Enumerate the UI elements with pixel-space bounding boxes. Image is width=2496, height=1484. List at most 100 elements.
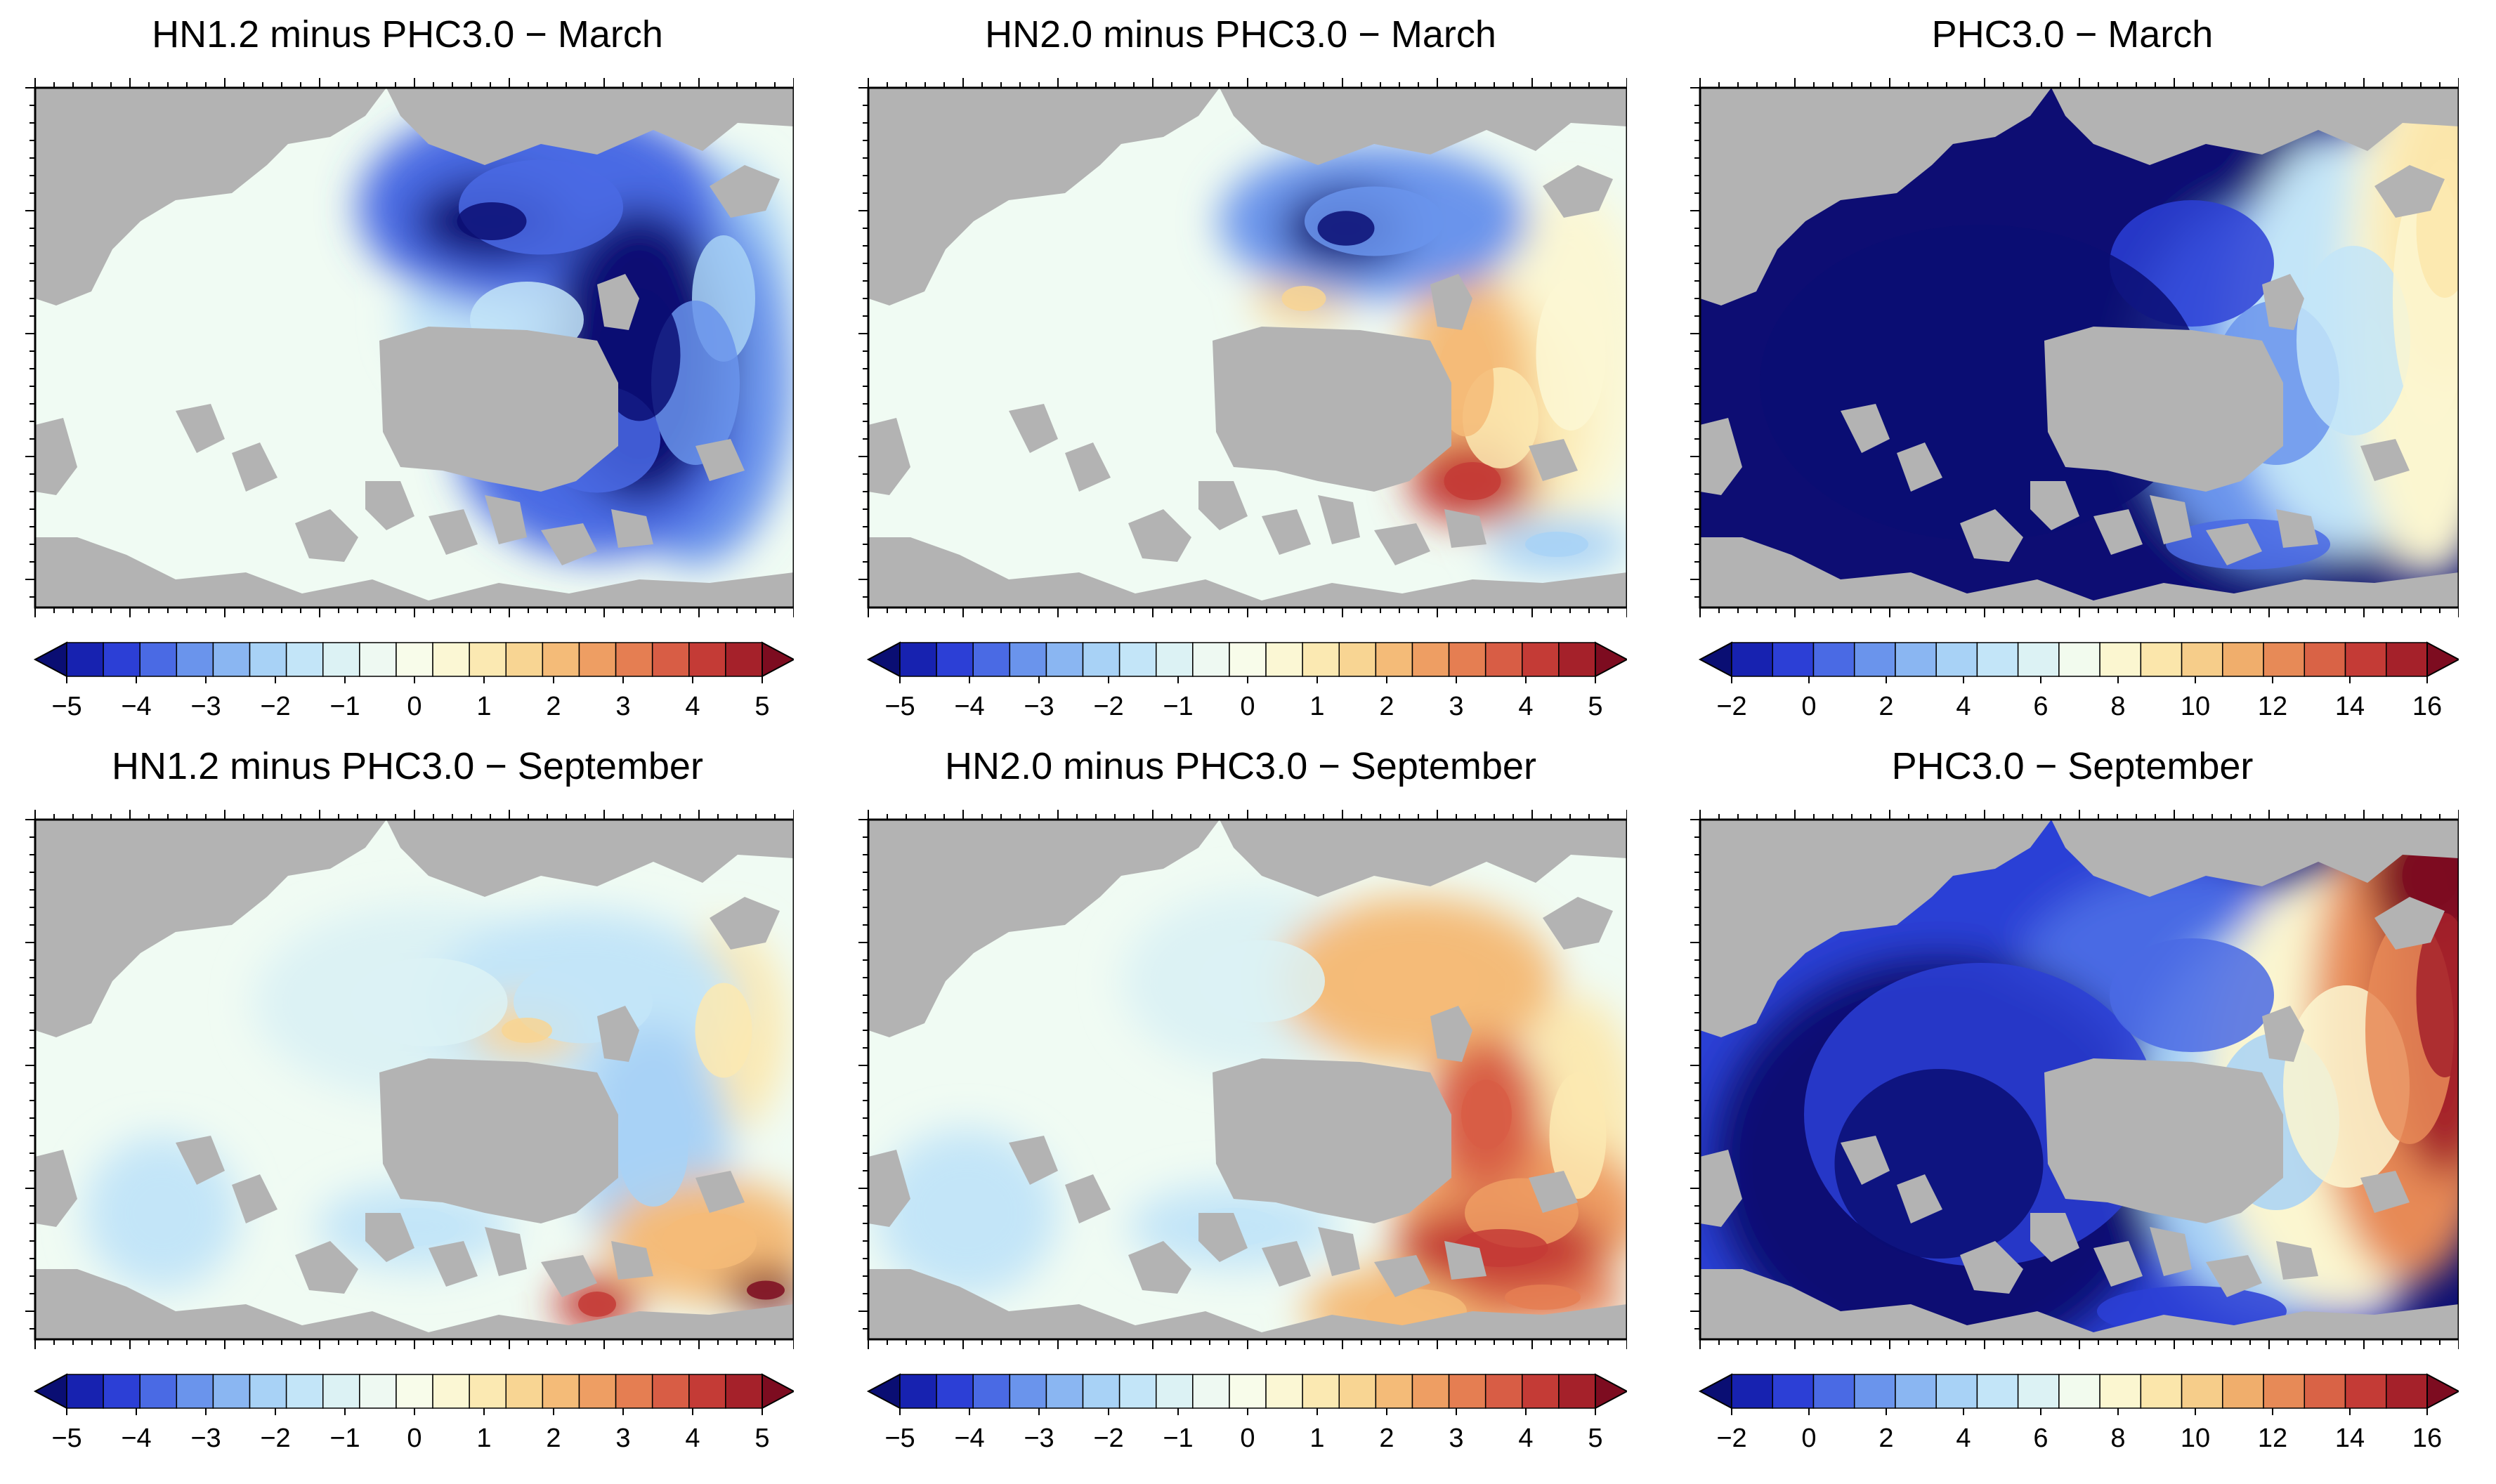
colorbar-box — [432, 1374, 470, 1409]
colorbar-box — [1976, 1374, 2019, 1409]
colorbar-box — [2386, 642, 2428, 677]
colorbar-arrow-high — [1595, 1373, 1627, 1410]
colorbar-tick-label: −2 — [260, 692, 290, 716]
map-area — [858, 78, 1627, 617]
colorbar-box — [285, 642, 324, 677]
colorbar: −2 0 2 4 6 8 10 12 14 16 — [1698, 1373, 2459, 1448]
colorbar-box — [1976, 642, 2019, 677]
land-polygon — [1960, 509, 2023, 562]
land-polygon — [868, 1150, 910, 1227]
colorbar-box — [1812, 642, 1855, 677]
colorbar-box — [2222, 642, 2264, 677]
colorbar-box — [578, 1374, 617, 1409]
land-polygon — [2093, 509, 2143, 555]
colorbar-box — [2263, 642, 2306, 677]
colorbar-box — [936, 642, 974, 677]
colorbar-tick-label: −2 — [260, 1424, 290, 1448]
colorbar-box — [542, 1374, 580, 1409]
land-polygon — [35, 418, 77, 495]
land-polygon — [176, 404, 225, 453]
colorbar-box — [1338, 1374, 1377, 1409]
land-polygon — [1444, 1241, 1487, 1280]
colorbar-box — [1448, 642, 1487, 677]
colorbar-box — [1853, 1374, 1896, 1409]
land-polygon — [35, 537, 794, 608]
colorbar-box — [396, 642, 433, 677]
land-polygon — [1220, 820, 1627, 897]
anomaly-core — [662, 1212, 757, 1270]
land-polygon — [1262, 509, 1311, 555]
colorbar-tick-label: −2 — [1093, 692, 1123, 716]
colorbar-tick-label: −2 — [1093, 1424, 1123, 1448]
land-polygon — [1128, 1241, 1191, 1294]
land-polygon — [176, 1136, 225, 1185]
colorbar-box — [1411, 1374, 1450, 1409]
anomaly-core — [126, 1178, 197, 1248]
anomaly-core — [2110, 938, 2274, 1052]
colorbar-tick-label: −1 — [1163, 692, 1193, 716]
land-polygon — [1841, 404, 1890, 453]
land-polygon — [1700, 537, 2459, 608]
land-polygon — [232, 442, 277, 492]
land-polygon — [1543, 897, 1613, 950]
colorbar-tick-label: −1 — [329, 1424, 360, 1448]
colorbar: −5 −4 −3 −2 −1 0 1 2 3 4 5 — [866, 641, 1627, 716]
land-polygon — [2374, 165, 2445, 218]
map-field — [35, 820, 794, 1339]
land-polygon — [2276, 1241, 2318, 1280]
land-polygon — [2360, 1171, 2410, 1213]
colorbar: −5 −4 −3 −2 −1 0 1 2 3 4 5 — [866, 1373, 1627, 1448]
colorbar-box — [1082, 1374, 1120, 1409]
anomaly-core — [2416, 913, 2459, 1077]
colorbar-tick-label: −3 — [190, 1424, 221, 1448]
colorbar-box — [139, 642, 178, 677]
colorbar-box — [103, 1374, 141, 1409]
colorbar-tick-label: 5 — [754, 692, 769, 716]
map-area — [1690, 78, 2459, 617]
colorbar-box — [285, 1374, 324, 1409]
colorbar-arrow-high — [762, 641, 794, 678]
land-polygon — [485, 1227, 527, 1276]
panel-hn20-march: HN2.0 minus PHC3.0 − March −5 −4 −3 −2 −1 0 1 2… — [854, 7, 1627, 716]
colorbar-tick-label: 10 — [2181, 1424, 2210, 1448]
map-area — [25, 810, 794, 1349]
colorbar-tick-label: 12 — [2258, 1424, 2287, 1448]
colorbar-box — [1118, 1374, 1157, 1409]
land-polygon — [379, 327, 618, 492]
land-polygon — [1430, 1006, 1472, 1062]
map-field — [35, 88, 794, 608]
colorbar-box — [615, 642, 653, 677]
land-polygon — [1318, 495, 1360, 544]
colorbar-box — [469, 1374, 507, 1409]
colorbar-tick-label: 1 — [1309, 692, 1324, 716]
colorbar-box — [1009, 1374, 1047, 1409]
land-polygon — [429, 1241, 478, 1287]
colorbar-arrow-low — [866, 641, 901, 678]
colorbar-tick-label: 5 — [1588, 692, 1602, 716]
land-polygon — [1213, 327, 1451, 492]
colorbar-box — [1009, 642, 1047, 677]
colorbar-box — [578, 642, 617, 677]
land-mask — [868, 820, 1627, 1339]
anomaly-core — [2402, 844, 2459, 907]
colorbar-box — [1375, 642, 1413, 677]
colorbar-box — [2304, 642, 2346, 677]
colorbar-box — [2386, 1374, 2428, 1409]
colorbar-box — [1265, 1374, 1303, 1409]
land-polygon — [2360, 439, 2410, 481]
colorbar-tick-label: −3 — [1024, 1424, 1054, 1448]
map-phc-september: −2 0 2 4 6 8 10 12 14 16 — [1690, 810, 2459, 1448]
land-polygon — [1318, 1227, 1360, 1276]
colorbar-box — [359, 642, 397, 677]
land-polygon — [868, 1269, 1627, 1339]
colorbar-box — [725, 1374, 763, 1409]
land-polygon — [2044, 1058, 2283, 1223]
panel-title: PHC3.0 − September — [1891, 745, 2254, 787]
colorbar-box — [176, 642, 214, 677]
anomaly-core — [1549, 1072, 1607, 1199]
colorbar-tick-label: −4 — [954, 692, 984, 716]
land-polygon — [541, 523, 597, 565]
colorbar-box — [1082, 642, 1120, 677]
colorbar-tick-label: 0 — [1240, 692, 1255, 716]
colorbar-arrow-high — [762, 1373, 794, 1410]
